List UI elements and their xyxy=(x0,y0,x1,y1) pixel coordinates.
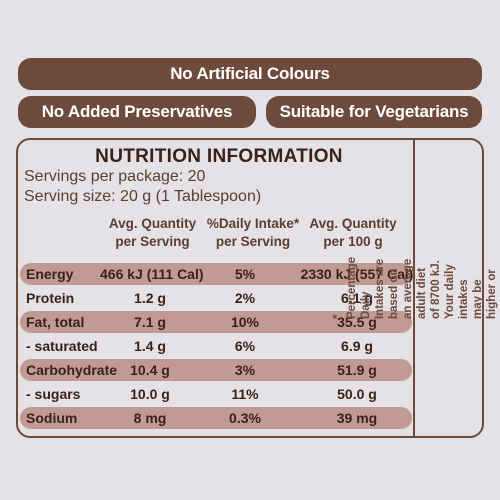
daily-intake-value: 10% xyxy=(230,314,260,330)
per-serving-value: 8 mg xyxy=(133,410,167,426)
nutrient-name: - saturated xyxy=(26,338,98,354)
per-serving-value: 1.2 g xyxy=(134,290,166,306)
servings-per-package: Servings per package: 20 xyxy=(24,168,206,185)
nutrient-name: Sodium xyxy=(26,410,78,426)
nutrition-panel xyxy=(16,138,484,438)
badge-no-added-preservatives: No Added Preservatives xyxy=(18,96,256,128)
per-serving-value: 466 kJ (111 Cal) xyxy=(100,266,204,282)
table-row-fat-total: Fat, total 7.1 g 10% 35.5 g xyxy=(20,311,412,333)
nutrition-title: NUTRITION INFORMATION xyxy=(95,146,343,167)
per-serving-value: 7.1 g xyxy=(134,314,166,330)
per-100g-value: 2330 kJ (557 Cal) xyxy=(300,266,414,282)
nutrient-name: Carbohydrate xyxy=(26,362,118,378)
per-100g-value: 50.0 g xyxy=(337,386,377,402)
nutrient-name: - sugars xyxy=(26,386,81,402)
serving-size: Serving size: 20 g (1 Tablespoon) xyxy=(24,188,262,205)
nutrient-name: Protein xyxy=(26,290,75,306)
footnote-text: * Percentage Daily Intakes are based on … xyxy=(332,256,499,320)
per-100g-value: 6.9 g xyxy=(341,338,373,354)
daily-intake-value: 3% xyxy=(234,362,256,378)
table-row-sugars: - sugars 10.0 g 11% 50.0 g xyxy=(20,383,412,405)
badge-no-artificial-colours: No Artificial Colours xyxy=(18,58,482,90)
panel-divider xyxy=(413,138,415,438)
header-daily-intake: %Daily Intake* per Serving xyxy=(206,216,300,249)
per-serving-value: 10.0 g xyxy=(130,386,170,402)
per-100g-value: 6.1 g xyxy=(341,290,373,306)
daily-intake-value: 11% xyxy=(231,386,259,402)
nutrient-name: Fat, total xyxy=(26,314,85,330)
per-100g-value: 35.5 g xyxy=(337,314,377,330)
table-row-energy: Energy 466 kJ (111 Cal) 5% 2330 kJ (557 … xyxy=(20,263,413,285)
per-100g-value: 39 mg xyxy=(336,410,378,426)
table-row-carbohydrate: Carbohydrate 10.4 g 3% 51.9 g xyxy=(20,359,412,381)
badge-suitable-for-vegetarians: Suitable for Vegetarians xyxy=(266,96,482,128)
table-row-sodium: Sodium 8 mg 0.3% 39 mg xyxy=(20,407,412,429)
daily-intake-value: 6% xyxy=(234,338,256,354)
per-serving-value: 10.4 g xyxy=(130,362,170,378)
nutrient-name: Energy xyxy=(26,266,74,282)
per-100g-value: 51.9 g xyxy=(337,362,377,378)
daily-intake-footnote: * Percentage Daily Intakes are based on … xyxy=(332,142,498,434)
table-row-saturated: - saturated 1.4 g 6% 6.9 g xyxy=(20,335,412,357)
per-serving-value: 1.4 g xyxy=(134,338,166,354)
table-row-protein: Protein 1.2 g 2% 6.1 g xyxy=(20,287,412,309)
daily-intake-value: 0.3% xyxy=(229,410,261,426)
daily-intake-value: 5% xyxy=(234,266,256,282)
daily-intake-value: 2% xyxy=(234,290,256,306)
header-avg-quantity-per-100g: Avg. Quantity per 100 g xyxy=(309,216,397,249)
header-avg-quantity-per-serving: Avg. Quantity per Serving xyxy=(108,216,197,249)
